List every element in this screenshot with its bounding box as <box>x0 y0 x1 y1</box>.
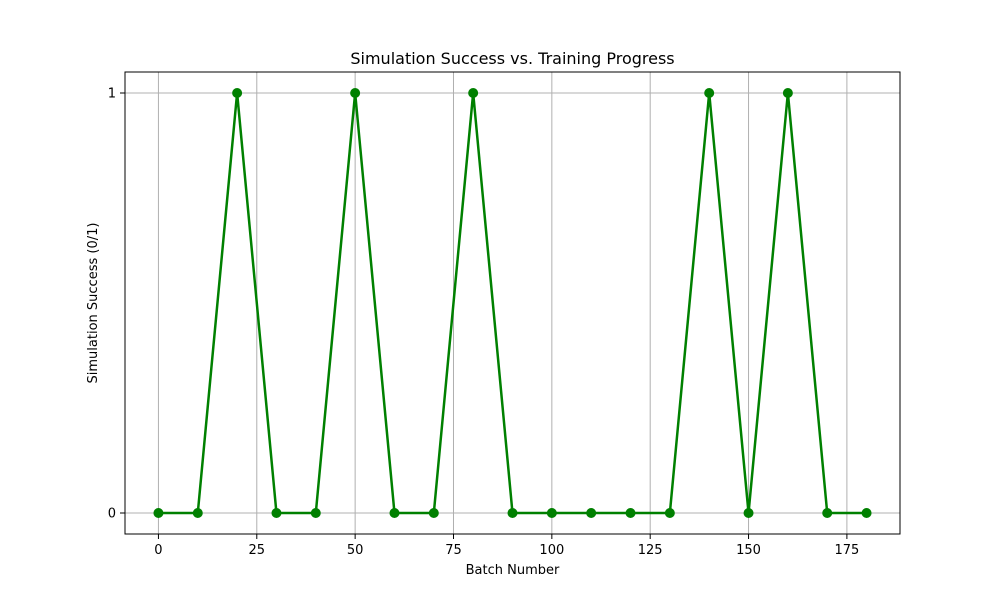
chart-title: Simulation Success vs. Training Progress <box>350 49 674 68</box>
x-axis-title: Batch Number <box>466 563 560 578</box>
y-tick-label: 0 <box>108 507 116 522</box>
data-point <box>232 88 243 98</box>
data-point <box>704 88 715 98</box>
data-point <box>350 88 361 98</box>
tick-layer: 0 25 50 75 100 125 150 175 0 1 <box>108 87 860 559</box>
x-tick-label: 50 <box>347 543 364 558</box>
data-point <box>389 508 400 518</box>
data-point <box>192 508 203 518</box>
x-tick-label: 100 <box>539 543 564 558</box>
plot-frame <box>124 71 901 535</box>
x-tick-label: 0 <box>154 543 162 558</box>
data-point <box>664 508 675 518</box>
data-point <box>153 508 164 518</box>
data-point <box>310 508 321 518</box>
data-point <box>546 508 557 518</box>
y-axis-title: Simulation Success (0/1) <box>86 223 101 384</box>
data-point <box>782 88 793 98</box>
data-point <box>822 508 833 518</box>
series-layer <box>153 88 872 518</box>
data-point <box>428 508 439 518</box>
x-tick-label: 175 <box>834 543 859 558</box>
data-point <box>586 508 597 518</box>
data-point <box>861 508 872 518</box>
data-point <box>507 508 518 518</box>
x-tick-label: 25 <box>249 543 266 558</box>
x-tick-label: 150 <box>736 543 761 558</box>
x-tick-label: 125 <box>638 543 663 558</box>
data-point <box>271 508 282 518</box>
data-point <box>625 508 636 518</box>
y-tick-label: 1 <box>108 87 116 102</box>
data-point <box>743 508 754 518</box>
x-tick-label: 75 <box>445 543 462 558</box>
data-point <box>468 88 479 98</box>
